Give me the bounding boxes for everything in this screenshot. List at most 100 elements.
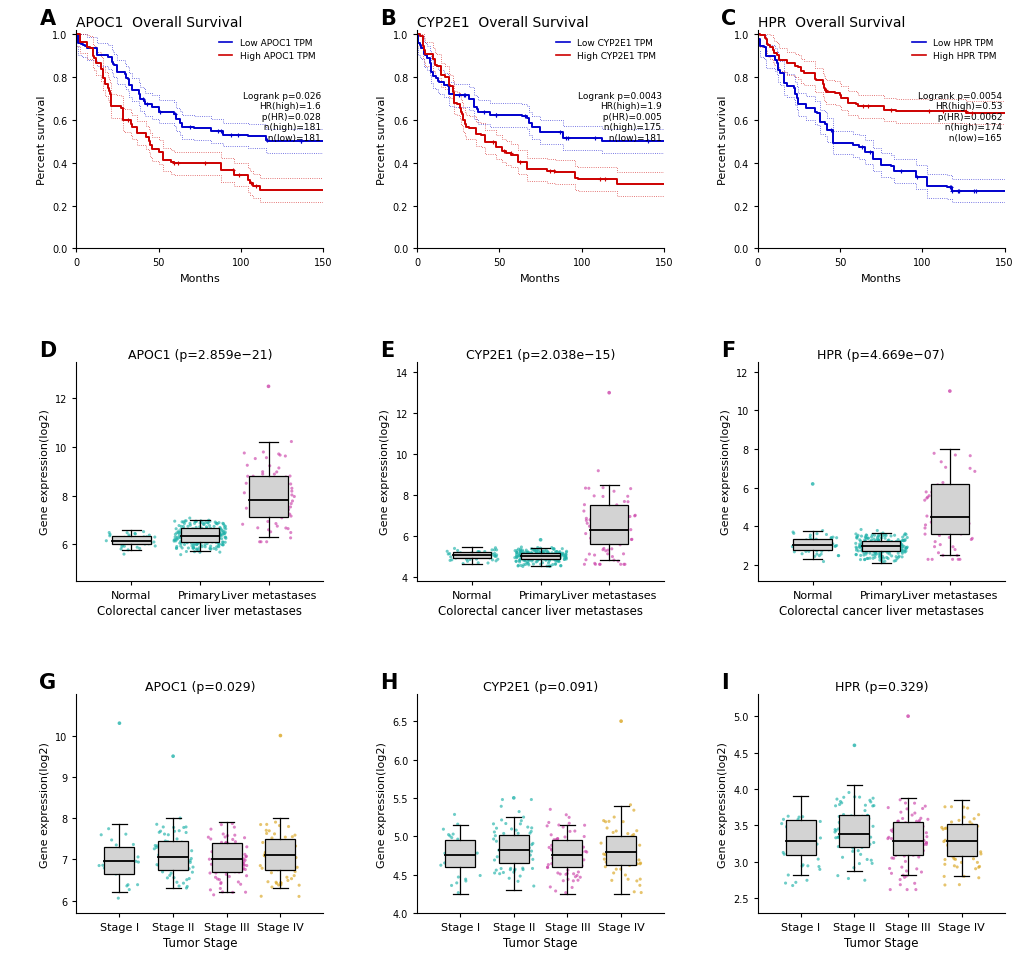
Point bbox=[834, 832, 850, 848]
Point bbox=[212, 851, 228, 867]
Point bbox=[520, 837, 536, 852]
Point bbox=[520, 553, 536, 568]
Point bbox=[487, 554, 503, 569]
Point bbox=[947, 498, 963, 513]
Point bbox=[625, 827, 641, 843]
Point bbox=[202, 521, 218, 536]
Point bbox=[514, 543, 530, 558]
Point bbox=[870, 529, 887, 544]
Point bbox=[184, 530, 201, 546]
Point bbox=[264, 879, 280, 895]
Point bbox=[211, 872, 227, 887]
Point bbox=[567, 869, 583, 884]
Point bbox=[920, 488, 936, 504]
Point bbox=[253, 817, 269, 832]
Point bbox=[131, 536, 148, 552]
Point bbox=[621, 839, 637, 854]
Point bbox=[492, 861, 508, 876]
Point bbox=[550, 547, 567, 562]
Point bbox=[615, 557, 632, 573]
Y-axis label: Gene expression(log2): Gene expression(log2) bbox=[377, 741, 386, 867]
Point bbox=[547, 554, 564, 569]
Point bbox=[605, 484, 622, 500]
Point bbox=[857, 543, 873, 558]
Point bbox=[810, 549, 826, 564]
Point bbox=[789, 812, 805, 827]
Point bbox=[212, 529, 228, 544]
Point bbox=[182, 518, 199, 533]
Point bbox=[794, 540, 810, 555]
Point bbox=[517, 845, 533, 860]
Point bbox=[917, 835, 933, 850]
Point bbox=[882, 850, 899, 866]
Point bbox=[543, 856, 559, 872]
Point bbox=[630, 852, 646, 868]
Point bbox=[528, 554, 544, 570]
Point bbox=[529, 554, 545, 569]
Point bbox=[175, 820, 192, 835]
Point bbox=[551, 550, 568, 565]
Point bbox=[896, 542, 912, 557]
Point bbox=[616, 836, 633, 851]
Point bbox=[560, 810, 577, 825]
Point bbox=[954, 508, 970, 524]
Point bbox=[520, 556, 536, 572]
Point bbox=[162, 861, 178, 876]
Point bbox=[517, 830, 533, 846]
Point bbox=[449, 543, 466, 558]
Point bbox=[549, 845, 566, 860]
Point bbox=[836, 825, 852, 840]
Point bbox=[169, 530, 185, 546]
Point bbox=[171, 878, 187, 894]
Point bbox=[102, 528, 118, 543]
Point bbox=[882, 866, 899, 881]
Point bbox=[845, 860, 861, 875]
Point bbox=[121, 530, 138, 545]
Point bbox=[843, 808, 859, 824]
Point bbox=[113, 539, 129, 554]
Point bbox=[540, 546, 556, 561]
Point bbox=[455, 853, 472, 869]
Point bbox=[187, 523, 204, 538]
Point bbox=[114, 530, 130, 546]
Point bbox=[196, 532, 212, 548]
Point bbox=[470, 544, 486, 559]
Point bbox=[523, 547, 539, 562]
Point bbox=[950, 813, 966, 828]
Point bbox=[880, 537, 897, 553]
Point bbox=[264, 853, 280, 869]
Point bbox=[176, 516, 193, 531]
Point bbox=[184, 528, 201, 543]
Point bbox=[551, 840, 568, 855]
Point bbox=[207, 531, 223, 547]
Point bbox=[512, 548, 528, 563]
Point bbox=[209, 517, 225, 532]
Point bbox=[869, 536, 886, 552]
Point bbox=[822, 530, 839, 546]
Point bbox=[888, 541, 904, 556]
Point bbox=[518, 551, 534, 566]
Point bbox=[520, 549, 536, 564]
Point bbox=[824, 530, 841, 545]
Point bbox=[879, 540, 896, 555]
Point bbox=[540, 815, 556, 830]
Point bbox=[486, 549, 502, 564]
Point bbox=[609, 554, 626, 569]
Point bbox=[570, 847, 586, 862]
Point bbox=[894, 546, 910, 561]
Point bbox=[258, 534, 274, 550]
Point bbox=[214, 528, 230, 543]
Point bbox=[166, 870, 182, 885]
Point bbox=[491, 842, 507, 857]
Point bbox=[774, 845, 791, 860]
Point bbox=[888, 829, 904, 845]
Point bbox=[538, 551, 554, 566]
Point bbox=[872, 549, 889, 564]
Point bbox=[512, 816, 528, 831]
Point bbox=[214, 861, 230, 876]
Point bbox=[161, 868, 177, 883]
Point bbox=[625, 850, 641, 865]
Point bbox=[870, 550, 887, 565]
Point bbox=[869, 529, 886, 544]
Point bbox=[513, 813, 529, 828]
